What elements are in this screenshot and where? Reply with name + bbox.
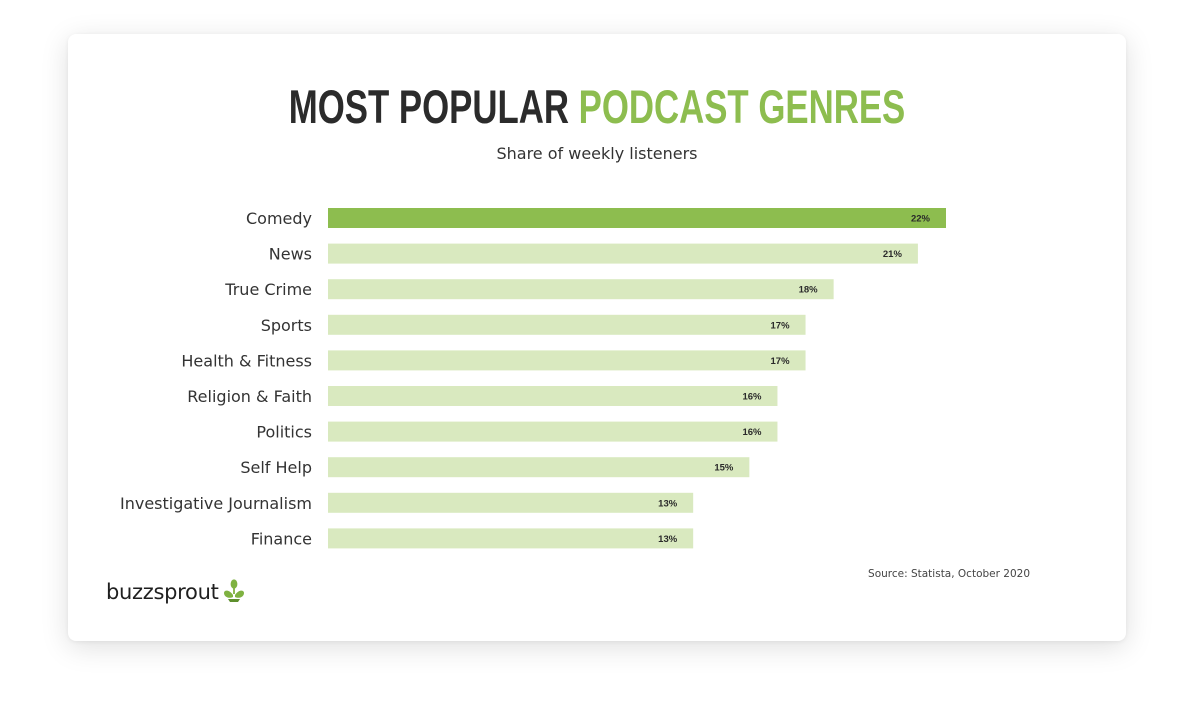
- bar: [328, 243, 918, 264]
- bar: [328, 279, 834, 300]
- bar-chart: Comedy 22% News 21% True Crime 18% Sports 17% He…: [120, 208, 946, 549]
- category-label: Self Help: [240, 458, 312, 477]
- value-label: 17%: [771, 356, 791, 367]
- sprout-icon: [223, 578, 245, 606]
- brand-logo: buzzsprout: [106, 578, 245, 606]
- bar: [328, 492, 694, 513]
- value-label: 22%: [911, 214, 931, 225]
- chart-title-part1: MOST POPULAR: [288, 80, 569, 133]
- category-label: True Crime: [224, 280, 312, 299]
- category-label: Politics: [256, 423, 312, 442]
- bar: [328, 421, 778, 442]
- category-label: Investigative Journalism: [120, 494, 312, 513]
- category-label: Comedy: [246, 209, 312, 228]
- category-label: Religion & Faith: [187, 387, 312, 406]
- value-label: 15%: [714, 463, 734, 474]
- value-label: 17%: [771, 320, 791, 331]
- chart-subtitle: Share of weekly listeners: [496, 144, 698, 163]
- chart-card: MOST POPULAR PODCAST GENRES Share of wee…: [68, 34, 1126, 641]
- bar: [328, 350, 806, 371]
- source-note: Source: Statista, October 2020: [868, 568, 1030, 580]
- bar: [328, 314, 806, 335]
- value-label: 13%: [658, 534, 678, 545]
- value-label: 21%: [883, 249, 903, 260]
- brand-name: buzzsprout: [106, 580, 219, 604]
- value-label: 16%: [742, 427, 762, 438]
- bar: [328, 457, 750, 478]
- category-label: Health & Fitness: [181, 351, 312, 370]
- bar: [328, 386, 778, 406]
- bar: [328, 528, 694, 549]
- chart-title-part2: PODCAST GENRES: [578, 80, 906, 133]
- value-label: 13%: [658, 498, 678, 509]
- category-label: News: [269, 245, 312, 264]
- category-label: Sports: [261, 316, 312, 335]
- bar: [328, 208, 946, 228]
- value-label: 18%: [799, 285, 819, 296]
- chart-title: MOST POPULAR PODCAST GENRES: [206, 83, 989, 130]
- category-label: Finance: [251, 529, 312, 548]
- value-label: 16%: [742, 392, 762, 403]
